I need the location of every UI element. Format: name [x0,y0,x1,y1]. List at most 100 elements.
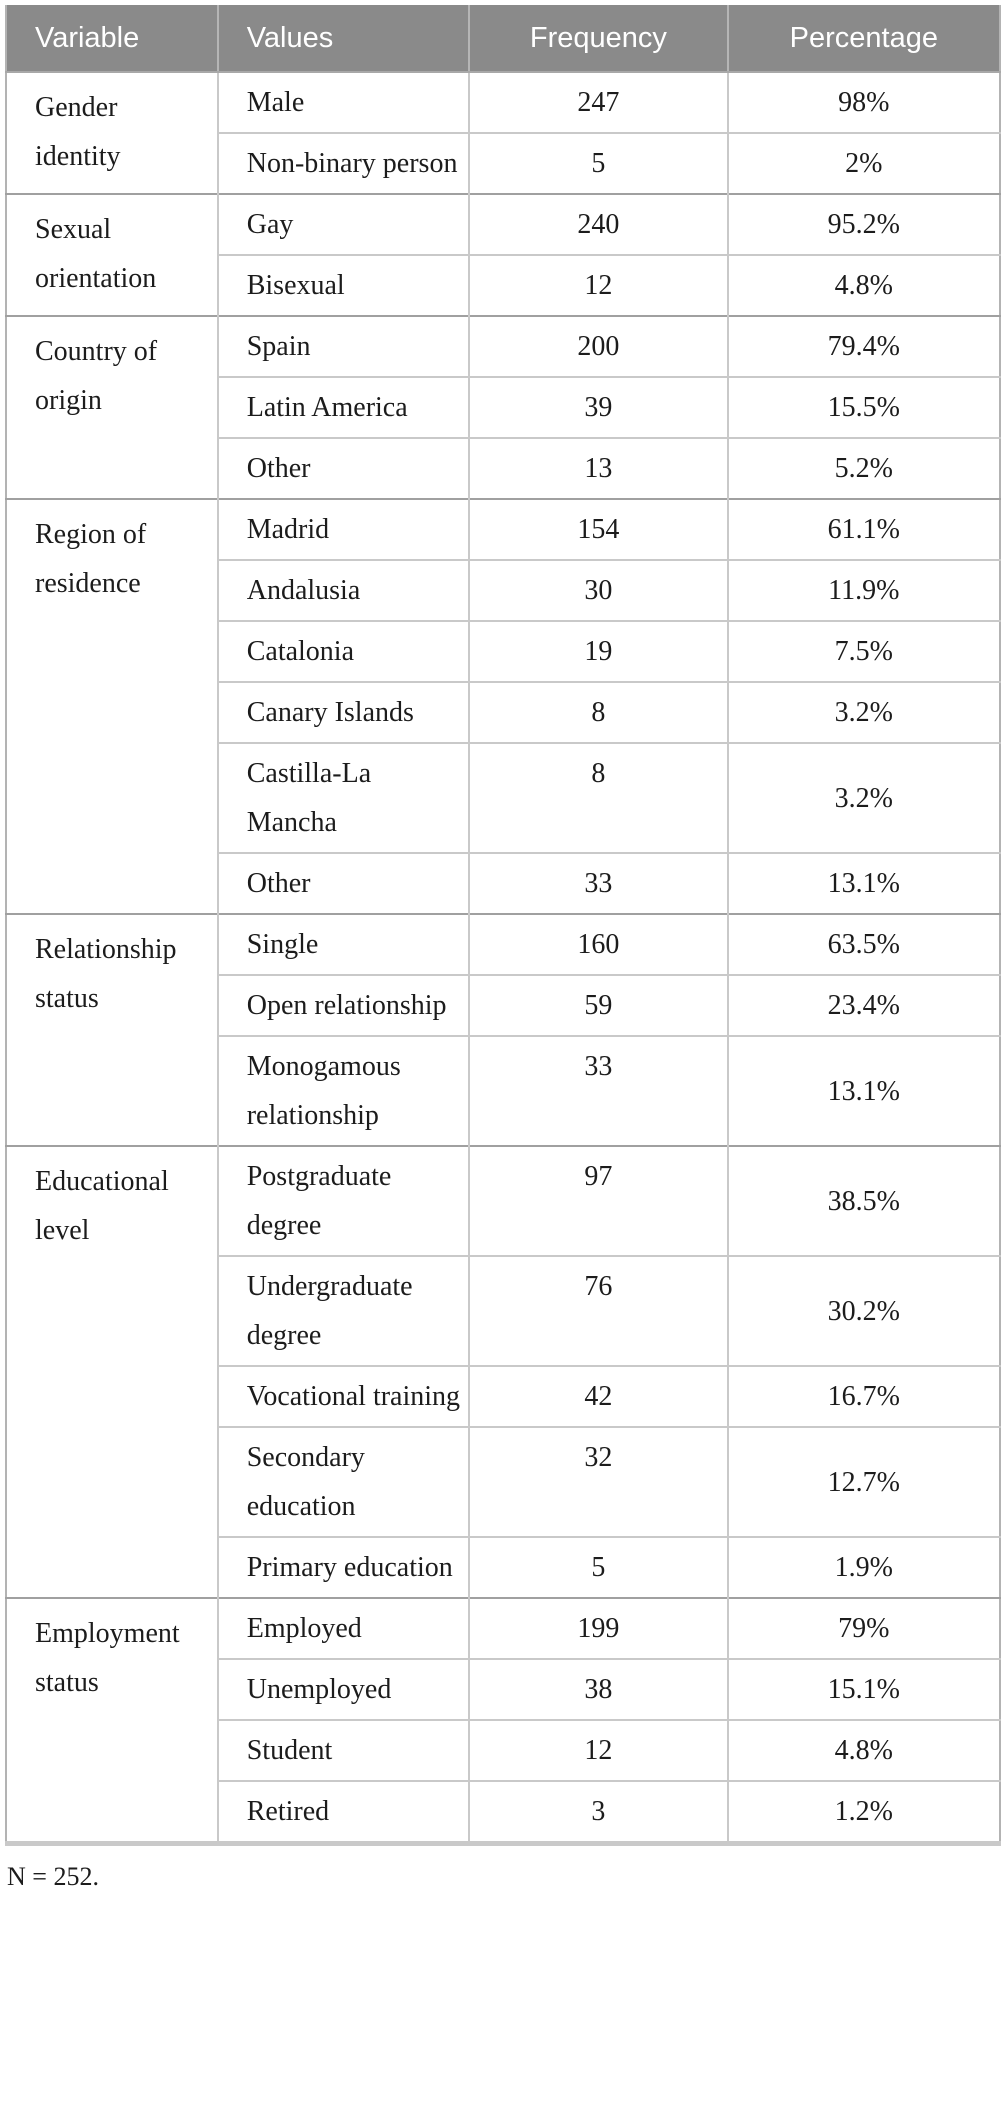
percentage-cell: 95.2% [726,193,1000,255]
percentage-cell: 5.2% [726,437,1000,499]
table-row: Canary Islands 8 3.2% [6,681,1000,743]
table-row: Educational level Postgraduate degree 97 38… [6,1145,1000,1598]
percentage-cell: 3.2% [726,681,1000,743]
value-cell: Spain [216,315,470,377]
value-cell: Catalonia [216,620,470,682]
frequency-cell: 247 [468,71,728,133]
value-cell: Andalusia [216,559,470,621]
percentage-cell: 3.2% [726,742,1000,853]
table-row: Secondary education 32 12.7% [6,1426,1000,1537]
percentage-cell: 7.5% [726,620,1000,682]
value-cell: Bisexual [216,254,470,316]
percentage-cell: 63.5% [726,913,1000,975]
percentage-cell: 4.8% [726,254,1000,316]
value-cell: Postgraduate degree [216,1145,470,1256]
table-row: Open relationship 59 23.4% [6,974,1000,1036]
frequency-cell: 199 [468,1597,728,1659]
table-row: Castilla-La Mancha 8 3.2% [6,742,1000,853]
percentage-cell: 13.1% [726,852,1000,914]
table-row: Other 33 13.1% [6,852,1000,914]
percentage-cell: 4.8% [726,1719,1000,1781]
frequency-cell: 8 [468,681,728,743]
percentage-cell: 12.7% [726,1426,1000,1537]
table-row: Monogamous relationship 33 13.1% [6,1035,1000,1146]
table-row: Latin America 39 15.5% [6,376,1000,438]
table-row: Student 12 4.8% [6,1719,1000,1781]
frequency-cell: 5 [468,1536,728,1598]
header-variable: Variable [6,5,218,73]
table-row: Country of origin Spain 200 79.4% [6,315,1000,499]
percentage-cell: 98% [726,71,1000,133]
frequency-cell: 97 [468,1145,728,1256]
page: Variable Values Frequency Percentage Gen… [5,5,1001,1891]
frequency-cell: 59 [468,974,728,1036]
frequency-cell: 30 [468,559,728,621]
frequency-cell: 12 [468,254,728,316]
value-cell: Castilla-La Mancha [216,742,470,853]
variable-cell: Employment status [6,1597,218,1844]
table-row: Undergraduate degree 76 30.2% [6,1255,1000,1366]
value-cell: Primary education [216,1536,470,1598]
frequency-cell: 19 [468,620,728,682]
table-row: Gender identity Male 247 98% [6,71,1000,194]
variable-cell: Country of origin [6,315,218,499]
percentage-cell: 38.5% [726,1145,1000,1256]
variable-cell: Gender identity [6,71,218,194]
table-row: Non-binary person 5 2% [6,132,1000,194]
value-cell: Student [216,1719,470,1781]
percentage-cell: 13.1% [726,1035,1000,1146]
value-cell: Madrid [216,498,470,560]
frequency-cell: 32 [468,1426,728,1537]
percentage-cell: 61.1% [726,498,1000,560]
percentage-cell: 15.1% [726,1658,1000,1720]
value-cell: Undergraduate degree [216,1255,470,1366]
percentage-cell: 1.9% [726,1536,1000,1598]
value-cell: Male [216,71,470,133]
percentage-cell: 79% [726,1597,1000,1659]
variable-cell: Sexual orientation [6,193,218,316]
frequency-cell: 8 [468,742,728,853]
demographics-table: Variable Values Frequency Percentage Gen… [5,5,1001,1846]
table-row: Relationship status Single 160 63.5% [6,913,1000,1146]
value-cell: Latin America [216,376,470,438]
table-row: Retired 3 1.2% [6,1780,1000,1844]
table-row: Catalonia 19 7.5% [6,620,1000,682]
frequency-cell: 42 [468,1365,728,1427]
frequency-cell: 33 [468,852,728,914]
header-percentage: Percentage [726,5,1000,73]
table-row: Other 13 5.2% [6,437,1000,499]
frequency-cell: 5 [468,132,728,194]
variable-cell: Educational level [6,1145,218,1598]
percentage-cell: 11.9% [726,559,1000,621]
frequency-cell: 33 [468,1035,728,1146]
value-cell: Canary Islands [216,681,470,743]
frequency-cell: 12 [468,1719,728,1781]
percentage-cell: 15.5% [726,376,1000,438]
variable-cell: Relationship status [6,913,218,1146]
value-cell: Non-binary person [216,132,470,194]
value-cell: Secondary education [216,1426,470,1537]
variable-cell: Region of residence [6,498,218,914]
table-row: Region of residence Madrid 154 61.1% [6,498,1000,914]
table-row: Primary education 5 1.9% [6,1536,1000,1598]
table-row: Vocational training 42 16.7% [6,1365,1000,1427]
frequency-cell: 160 [468,913,728,975]
percentage-cell: 79.4% [726,315,1000,377]
sample-size-note: N = 252. [7,1862,99,1891]
frequency-cell: 240 [468,193,728,255]
header-row: Variable Values Frequency Percentage [6,5,1000,73]
table-body: Gender identity Male 247 98% Non-binary pers… [6,71,1000,1844]
header-values: Values [216,5,470,73]
table-header: Variable Values Frequency Percentage [6,5,1000,73]
frequency-cell: 3 [468,1780,728,1844]
value-cell: Employed [216,1597,470,1659]
percentage-cell: 2% [726,132,1000,194]
value-cell: Other [216,852,470,914]
percentage-cell: 1.2% [726,1780,1000,1844]
value-cell: Retired [216,1780,470,1844]
value-cell: Open relationship [216,974,470,1036]
percentage-cell: 30.2% [726,1255,1000,1366]
table-row: Unemployed 38 15.1% [6,1658,1000,1720]
value-cell: Vocational training [216,1365,470,1427]
frequency-cell: 13 [468,437,728,499]
